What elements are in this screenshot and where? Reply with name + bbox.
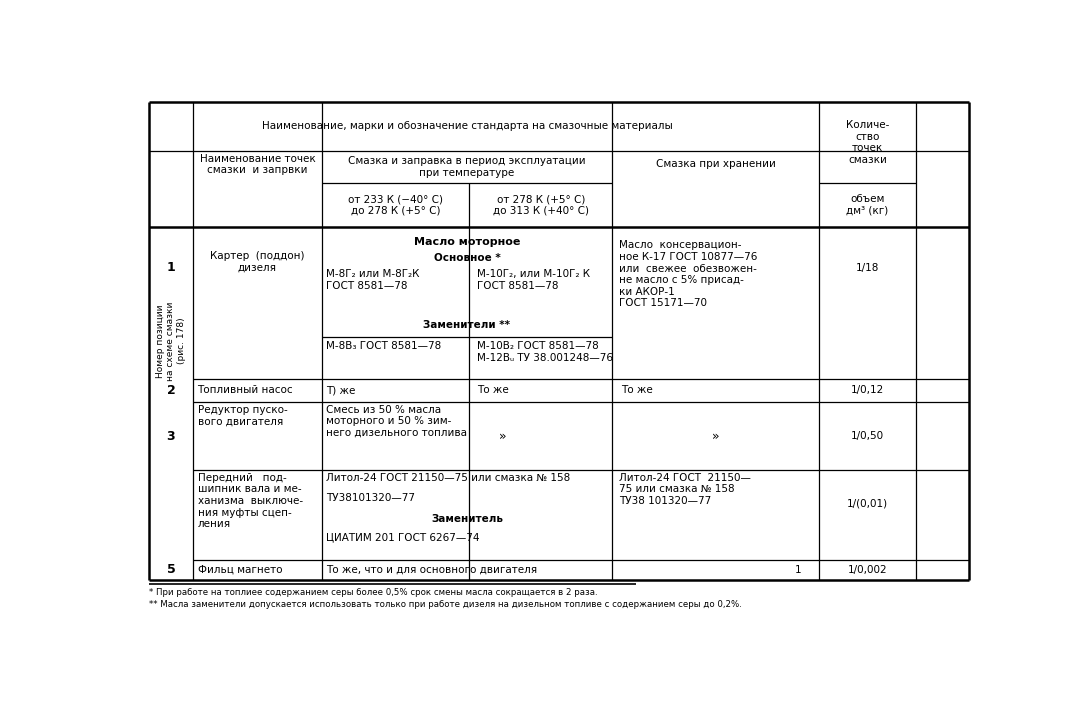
Text: Заменители **: Заменители ** — [423, 319, 510, 329]
Text: 1: 1 — [794, 565, 801, 575]
Text: 3: 3 — [166, 429, 175, 443]
Text: Картер  (поддон)
дизеля: Картер (поддон) дизеля — [210, 251, 305, 273]
Text: Редуктор пуско-
вого двигателя: Редуктор пуско- вого двигателя — [198, 405, 287, 427]
Text: Основное *: Основное * — [434, 253, 500, 263]
Text: Заменитель: Заменитель — [431, 514, 503, 524]
Text: М-8Г₂ или М-8Г₂К
ГОСТ 8581—78: М-8Г₂ или М-8Г₂К ГОСТ 8581—78 — [325, 269, 419, 290]
Text: Масло  консервацион-
ное К-17 ГОСТ 10877—76
или  свежее  обезвожен-
не масло с 5: Масло консервацион- ное К-17 ГОСТ 10877—… — [619, 240, 757, 308]
Text: ТУ38101320—77: ТУ38101320—77 — [325, 493, 415, 503]
Text: Наименование точек
смазки  и запрвки: Наименование точек смазки и запрвки — [199, 154, 316, 176]
Text: 1/0,50: 1/0,50 — [851, 431, 885, 441]
Text: 2: 2 — [166, 384, 175, 397]
Text: Масло моторное: Масло моторное — [413, 237, 520, 247]
Text: »: » — [712, 429, 719, 443]
Text: от 278 К (+5° С)
до 313 К (+40° С): от 278 К (+5° С) до 313 К (+40° С) — [493, 195, 589, 216]
Text: от 233 К (−40° С)
до 278 К (+5° С): от 233 К (−40° С) до 278 К (+5° С) — [348, 195, 443, 216]
Text: Т) же: Т) же — [325, 386, 355, 396]
Text: То же, что и для основного двигателя: То же, что и для основного двигателя — [325, 565, 536, 575]
Text: Литол-24 ГОСТ  21150—
75 или смазка № 158
ТУ38 101320—77: Литол-24 ГОСТ 21150— 75 или смазка № 158… — [619, 473, 751, 506]
Text: М-10Г₂, или М-10Г₂ К
ГОСТ 8581—78: М-10Г₂, или М-10Г₂ К ГОСТ 8581—78 — [478, 269, 591, 290]
Text: 5: 5 — [166, 563, 175, 576]
Text: Наименование, марки и обозначение стандарта на смазочные материалы: Наименование, марки и обозначение станда… — [261, 121, 672, 131]
Text: Топливный насос: Топливный насос — [198, 386, 293, 396]
Text: * При работе на топлиее содержанием серы более 0,5% срок смены масла сокращается: * При работе на топлиее содержанием серы… — [149, 588, 597, 597]
Text: Литол-24 ГОСТ 21150—75 или смазка № 158: Литол-24 ГОСТ 21150—75 или смазка № 158 — [325, 473, 570, 483]
Text: Передний   под-
шипник вала и ме-
ханизма  выключе-
ния муфты сцеп-
ления: Передний под- шипник вала и ме- ханизма … — [198, 473, 302, 529]
Text: М-8В₃ ГОСТ 8581—78: М-8В₃ ГОСТ 8581—78 — [325, 341, 441, 351]
Text: »: » — [499, 429, 507, 443]
Text: Смазка при хранении: Смазка при хранении — [656, 159, 776, 169]
Text: 1/18: 1/18 — [856, 262, 879, 273]
Text: ЦИАТИМ 201 ГОСТ 6267—74: ЦИАТИМ 201 ГОСТ 6267—74 — [325, 532, 479, 542]
Text: То же: То же — [621, 386, 653, 396]
Text: Количе-
ство
точек
смазки: Количе- ство точек смазки — [845, 121, 889, 165]
Text: ** Масла заменители допускается использовать только при работе дизеля на дизельн: ** Масла заменители допускается использо… — [149, 601, 742, 609]
Text: М-10В₂ ГОСТ 8581—78
М-12Вᵤ ТУ 38.001248—76: М-10В₂ ГОСТ 8581—78 М-12Вᵤ ТУ 38.001248—… — [478, 341, 614, 363]
Text: Смесь из 50 % масла
моторного и 50 % зим-
него дизельного топлива: Смесь из 50 % масла моторного и 50 % зим… — [325, 405, 467, 438]
Text: 1/0,12: 1/0,12 — [851, 386, 885, 396]
Text: 1/(0,01): 1/(0,01) — [846, 499, 888, 509]
Text: Фильц магнето: Фильц магнето — [198, 565, 282, 575]
Text: Номер позиции
на схеме смазки
(рис. 178): Номер позиции на схеме смазки (рис. 178) — [156, 301, 186, 381]
Text: объем
дм³ (кг): объем дм³ (кг) — [846, 195, 889, 216]
Text: 1/0,002: 1/0,002 — [848, 565, 888, 575]
Text: То же: То же — [478, 386, 509, 396]
Text: Смазка и заправка в период эксплуатации
при температуре: Смазка и заправка в период эксплуатации … — [348, 157, 585, 178]
Text: 1: 1 — [166, 261, 175, 274]
